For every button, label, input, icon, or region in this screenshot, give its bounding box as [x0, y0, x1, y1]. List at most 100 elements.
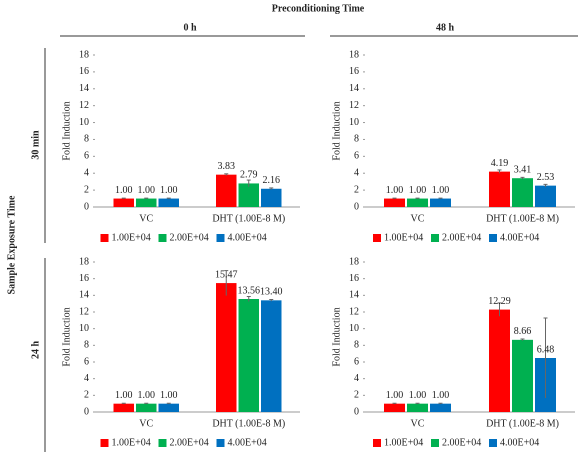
value-label: 13.40 [260, 287, 283, 298]
legend-swatch [431, 234, 439, 242]
value-label: 1.00 [409, 390, 427, 401]
value-label: 1.00 [386, 185, 404, 196]
bar [158, 403, 179, 412]
legend-swatch [216, 439, 225, 447]
value-label: 15.47 [215, 269, 238, 280]
y-tick-label: 0 [84, 406, 89, 417]
value-label: 1.00 [115, 185, 133, 196]
bar [430, 198, 451, 207]
bar [512, 178, 533, 207]
legend-swatch [158, 234, 167, 242]
bar [407, 198, 428, 207]
y-tick-label: 10 [349, 323, 359, 334]
legend-label: 1.00E+04 [112, 437, 151, 448]
legend-swatch [431, 439, 439, 447]
legend-swatch [489, 234, 497, 242]
y-axis-label: Fold Induction [331, 101, 342, 160]
value-label: 1.00 [432, 185, 450, 196]
legend-label: 1.00E+04 [384, 232, 423, 243]
value-label: 2.53 [537, 172, 555, 183]
y-tick-label: 12 [349, 306, 359, 317]
legend-swatch [158, 439, 167, 447]
y-tick-label: 4 [84, 168, 89, 179]
y-tick-label: 8 [84, 134, 89, 145]
column-title: 48 h [436, 22, 455, 33]
row-title: Sample Exposure Time [6, 195, 17, 294]
y-tick-label: 6 [84, 356, 89, 367]
legend-label: 4.00E+04 [500, 437, 539, 448]
value-label: 1.00 [115, 390, 133, 401]
y-tick-label: 12 [79, 100, 89, 111]
value-label: 1.00 [138, 390, 156, 401]
y-tick-label: 0 [354, 406, 359, 417]
y-tick-label: 8 [354, 340, 359, 351]
row-label: 24 h [30, 341, 41, 360]
y-tick-label: 4 [354, 373, 359, 384]
legend-label: 2.00E+04 [442, 232, 481, 243]
value-label: 3.83 [218, 161, 236, 172]
y-tick-label: 18 [79, 49, 89, 60]
value-label: 2.16 [263, 175, 281, 186]
x-tick-label: DHT (1.00E-8 M) [486, 418, 559, 429]
bar [489, 171, 510, 207]
x-tick-label: DHT (1.00E-8 M) [486, 213, 559, 224]
bar [384, 198, 405, 207]
x-tick-label: DHT (1.00E-8 M) [212, 213, 285, 224]
y-axis-label: Fold Induction [331, 307, 342, 366]
y-tick-label: 18 [349, 49, 359, 60]
y-tick-label: 10 [349, 117, 359, 128]
y-tick-label: 6 [354, 151, 359, 162]
value-label: 1.00 [409, 185, 427, 196]
value-label: 2.79 [240, 170, 258, 181]
y-tick-label: 10 [79, 117, 89, 128]
x-tick-label: DHT (1.00E-8 M) [212, 418, 285, 429]
bar [489, 309, 510, 412]
bar [238, 299, 259, 412]
y-tick-label: 2 [354, 390, 359, 401]
bar [216, 174, 237, 207]
bar [238, 183, 259, 207]
y-tick-label: 8 [354, 134, 359, 145]
legend-label: 2.00E+04 [442, 437, 481, 448]
legend-swatch [373, 439, 381, 447]
legend-label: 4.00E+04 [228, 437, 267, 448]
y-tick-label: 16 [79, 66, 89, 77]
legend-label: 4.00E+04 [500, 232, 539, 243]
x-tick-label: VC [411, 213, 425, 224]
legend-swatch [100, 439, 109, 447]
value-label: 12.29 [488, 296, 511, 307]
bar [407, 403, 428, 412]
legend-label: 2.00E+04 [170, 437, 209, 448]
legend-swatch [216, 234, 225, 242]
y-tick-label: 2 [354, 184, 359, 195]
legend-label: 4.00E+04 [228, 232, 267, 243]
y-tick-label: 16 [79, 273, 89, 284]
bar [136, 403, 157, 412]
y-tick-label: 12 [349, 100, 359, 111]
bar [384, 403, 405, 412]
value-label: 1.00 [160, 185, 178, 196]
value-label: 4.19 [491, 158, 509, 169]
value-label: 8.66 [514, 326, 532, 337]
y-tick-label: 14 [349, 290, 359, 301]
value-label: 1.00 [386, 390, 404, 401]
bar [261, 300, 282, 412]
y-tick-label: 4 [354, 168, 359, 179]
bar [261, 188, 282, 207]
x-tick-label: VC [411, 418, 425, 429]
grid-title: Preconditioning Time [272, 3, 365, 14]
bar [216, 283, 237, 412]
x-tick-label: VC [139, 418, 153, 429]
bar [136, 198, 157, 207]
legend-swatch [489, 439, 497, 447]
value-label: 1.00 [432, 390, 450, 401]
y-tick-label: 18 [79, 256, 89, 267]
y-tick-label: 8 [84, 340, 89, 351]
y-tick-label: 16 [349, 273, 359, 284]
bar [430, 403, 451, 412]
legend-label: 1.00E+04 [112, 232, 151, 243]
y-tick-label: 10 [79, 323, 89, 334]
y-tick-label: 16 [349, 66, 359, 77]
bar [113, 403, 134, 412]
